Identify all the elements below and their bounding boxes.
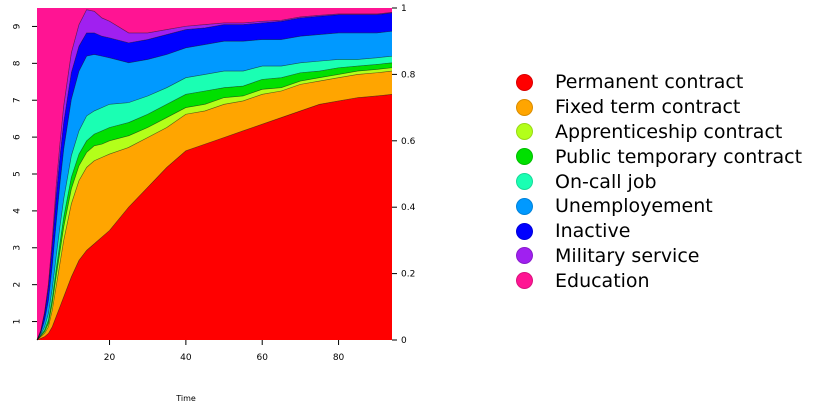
left-tick-label: 2 bbox=[13, 282, 23, 288]
legend-label: Fixed term contract bbox=[555, 96, 741, 119]
x-tick-label: 40 bbox=[180, 353, 192, 363]
stacked-areas bbox=[37, 8, 392, 341]
x-axis-label: Time bbox=[175, 394, 196, 403]
left-tick-label: 9 bbox=[13, 23, 23, 29]
boundary-line bbox=[36, 70, 393, 341]
legend-swatch bbox=[516, 222, 533, 240]
right-tick-label: 0.4 bbox=[401, 203, 416, 213]
legend-item: On-call job bbox=[516, 169, 802, 194]
legend: Permanent contract Fixed term contract App… bbox=[516, 70, 802, 293]
legend-label: Permanent contract bbox=[555, 71, 744, 94]
legend-item: Fixed term contract bbox=[516, 95, 802, 120]
x-tick-label: 80 bbox=[333, 353, 345, 363]
legend-item: Permanent contract bbox=[516, 70, 802, 95]
legend-item: Unemployement bbox=[516, 194, 802, 219]
left-tick-label: 5 bbox=[13, 171, 23, 177]
boundary-line bbox=[36, 62, 393, 341]
legend-swatch bbox=[516, 197, 533, 215]
left-tick-label: 4 bbox=[13, 208, 23, 214]
boundary-line bbox=[36, 67, 393, 341]
legend-swatch bbox=[516, 123, 533, 141]
boundary-line bbox=[36, 94, 393, 341]
legend-label: Public temporary contract bbox=[555, 145, 803, 168]
area-boundaries bbox=[36, 9, 393, 341]
legend-label: Education bbox=[555, 269, 650, 292]
legend-swatch bbox=[516, 98, 533, 116]
area-fixed-term-contract bbox=[37, 71, 392, 340]
area-education bbox=[37, 8, 392, 340]
legend-label: Unemployement bbox=[555, 195, 713, 218]
right-tick-label: 0 bbox=[401, 336, 407, 346]
legend-swatch bbox=[516, 247, 533, 265]
x-tick-label: 20 bbox=[104, 353, 116, 363]
legend-label: Inactive bbox=[555, 220, 631, 243]
boundary-line bbox=[36, 30, 393, 341]
boundary-line bbox=[36, 55, 393, 341]
left-tick-label: 6 bbox=[13, 134, 23, 140]
axes: 20 40 60 80 1 2 3 4 5 6 7 8 9 0 0.2 0.4 0.6 0.8 1 bbox=[13, 4, 416, 363]
legend-item: Education bbox=[516, 268, 802, 293]
legend-item: Military service bbox=[516, 244, 802, 269]
legend-item: Apprenticeship contract bbox=[516, 120, 802, 145]
boundary-line bbox=[36, 9, 393, 341]
left-tick-label: 1 bbox=[13, 319, 23, 325]
legend-swatch bbox=[516, 148, 533, 166]
legend-label: On-call job bbox=[555, 170, 657, 193]
legend-label: Military service bbox=[555, 244, 700, 267]
legend-swatch bbox=[516, 173, 533, 191]
right-tick-label: 0.6 bbox=[401, 137, 416, 147]
right-tick-label: 1 bbox=[401, 4, 407, 14]
x-tick-label: 60 bbox=[256, 353, 268, 363]
legend-swatch bbox=[516, 73, 533, 91]
right-tick-label: 0.8 bbox=[401, 70, 416, 80]
legend-item: Inactive bbox=[516, 219, 802, 244]
left-tick-label: 7 bbox=[13, 97, 23, 103]
left-tick-label: 8 bbox=[13, 60, 23, 66]
area-public-temporary-contract bbox=[37, 62, 392, 340]
boundary-line bbox=[36, 12, 393, 341]
right-tick-label: 0.2 bbox=[401, 270, 415, 280]
left-tick-label: 3 bbox=[13, 245, 23, 251]
legend-swatch bbox=[516, 272, 533, 290]
area-permanent-contract bbox=[37, 94, 392, 340]
legend-item: Public temporary contract bbox=[516, 144, 802, 169]
legend-label: Apprenticeship contract bbox=[555, 120, 783, 143]
